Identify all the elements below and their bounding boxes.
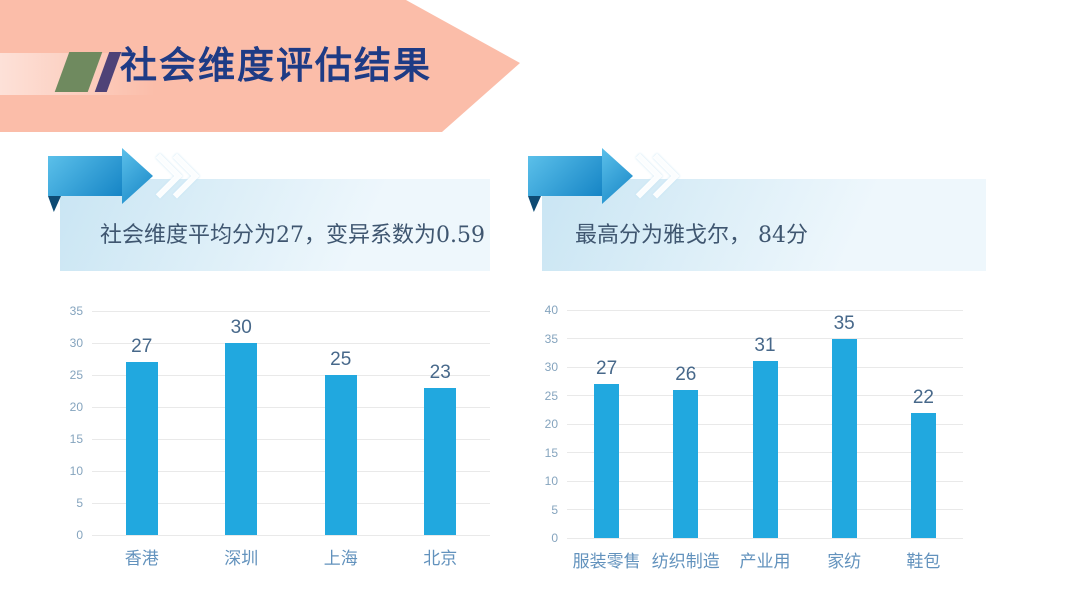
- x-axis-category-label: 上海: [323, 549, 358, 569]
- bar-value-label: 27: [131, 336, 153, 358]
- gridline: [92, 406, 490, 408]
- y-axis-tick-label: 20: [544, 417, 558, 431]
- x-axis-category-label: 产业用: [739, 552, 791, 572]
- bar: [225, 343, 258, 535]
- y-axis-tick-label: 30: [69, 336, 83, 350]
- y-axis-tick-label: 40: [544, 303, 558, 317]
- y-axis-tick-label: 10: [544, 474, 558, 488]
- bar-value-label: 22: [912, 386, 934, 408]
- x-axis-category-label: 北京: [423, 549, 458, 569]
- callout-text: 社会维度平均分为27，变异系数为0.59: [100, 223, 485, 248]
- bar-value-label: 23: [429, 361, 451, 383]
- y-axis-tick-label: 30: [544, 360, 558, 374]
- gridline: [92, 438, 490, 440]
- y-axis-tick-label: 5: [76, 496, 83, 510]
- gridline: [567, 309, 963, 311]
- page-title: 社会维度评估结果: [120, 45, 432, 86]
- callout-text: 最高分为雅戈尔， 84分: [575, 223, 808, 248]
- x-axis-category-label: 香港: [124, 549, 159, 569]
- bar: [424, 387, 457, 535]
- bar-chart-city-scores: 0 5 10 15 20 25 30 35 27 香港 30 深圳 25 上海 23 北京: [30, 300, 510, 585]
- bar-value-label: 26: [675, 363, 697, 385]
- arrow-shaft: [48, 156, 123, 196]
- bar: [752, 361, 778, 538]
- gridline: [92, 470, 490, 472]
- y-axis-tick-label: 10: [69, 464, 83, 478]
- y-axis-tick-label: 0: [551, 531, 558, 545]
- arrow-right-icon: [528, 146, 680, 212]
- y-axis-tick-label: 15: [544, 445, 558, 460]
- y-axis-tick-label: 35: [544, 331, 558, 346]
- y-axis-tick-label: 35: [69, 304, 83, 318]
- y-axis-tick-label: 25: [69, 368, 83, 382]
- bar-value-label: 31: [754, 335, 776, 357]
- arrow-fold: [48, 196, 61, 212]
- arrow-shaft: [528, 156, 603, 196]
- bar-value-label: 25: [330, 349, 352, 370]
- bar-value-label: 35: [833, 312, 855, 334]
- y-axis-tick-label: 15: [69, 432, 83, 446]
- bar: [910, 412, 936, 538]
- y-axis-tick-label: 5: [551, 502, 558, 517]
- x-axis-category-label: 深圳: [224, 549, 259, 569]
- bar-chart-industry-scores: 0 5 10 15 20 25 30 35 40 27 服装零售 26 纺织制造 31 产业用 35 家纺 22 鞋…: [530, 300, 995, 585]
- x-axis-category-label: 鞋包: [906, 552, 941, 572]
- gridline: [567, 537, 963, 539]
- gridline: [92, 374, 490, 376]
- callout-top-score: 最高分为雅戈尔， 84分: [542, 179, 986, 271]
- gridline: [92, 534, 490, 536]
- arrow-fold: [528, 196, 541, 212]
- y-axis-tick-label: 25: [544, 388, 558, 403]
- bar-value-label: 30: [230, 317, 252, 338]
- x-axis-category-label: 家纺: [827, 552, 862, 572]
- bar: [125, 362, 158, 535]
- gridline: [92, 310, 490, 312]
- gridline: [92, 502, 490, 504]
- x-axis-category-label: 纺织制造: [651, 552, 720, 572]
- y-axis-tick-label: 20: [69, 400, 83, 414]
- gridline: [567, 338, 963, 339]
- bar: [324, 375, 357, 535]
- bar: [673, 389, 699, 538]
- x-axis-category-label: 服装零售: [572, 552, 641, 572]
- arrow-right-icon: [48, 146, 200, 212]
- y-axis-tick-label: 0: [76, 528, 83, 542]
- bar-value-label: 27: [596, 358, 618, 380]
- bar: [831, 338, 857, 538]
- bar: [594, 384, 620, 538]
- gridline: [92, 342, 490, 344]
- title-banner: 社会维度评估结果: [0, 0, 520, 132]
